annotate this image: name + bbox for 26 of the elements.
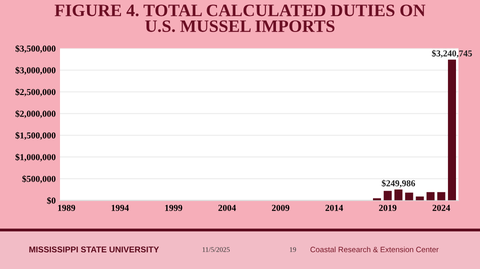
y-tick-label: $1,500,000 <box>16 132 56 140</box>
y-tick-label: $500,000 <box>22 175 56 184</box>
bar <box>384 190 392 200</box>
y-tick-label: $3,000,000 <box>16 66 56 75</box>
x-tick-label: 2014 <box>326 204 344 211</box>
x-tick-label: 2009 <box>272 204 290 211</box>
chart-title: FIGURE 4. TOTAL CALCULATED DUTIES ON U.S. MUSSEL IMPORTS <box>54 4 426 32</box>
data-label: $249,986 <box>382 180 416 188</box>
bar <box>437 192 446 200</box>
x-tick-label: 2024 <box>432 204 450 211</box>
bar <box>448 60 456 200</box>
x-tick-label: 1994 <box>112 204 129 211</box>
y-tick-label: $0 <box>47 197 56 204</box>
y-tick-label: $2,500,000 <box>16 88 56 96</box>
data-label: $3,240,745 <box>432 50 472 58</box>
y-tick-label: $3,500,000 <box>16 45 56 53</box>
text: MISSISSIPPI STATE UNIVERSITY <box>29 246 159 252</box>
y-tick-label: $1,000,000 <box>16 154 56 162</box>
y-tick-label: $2,000,000 <box>16 110 56 118</box>
bar <box>394 190 402 200</box>
bar <box>405 192 414 200</box>
x-tick-label: 2004 <box>218 204 236 211</box>
x-tick-label: 1999 <box>165 204 182 211</box>
x-tick-label: 1989 <box>58 204 76 211</box>
x-tick-label: 2019 <box>379 204 396 211</box>
bar <box>426 192 435 200</box>
